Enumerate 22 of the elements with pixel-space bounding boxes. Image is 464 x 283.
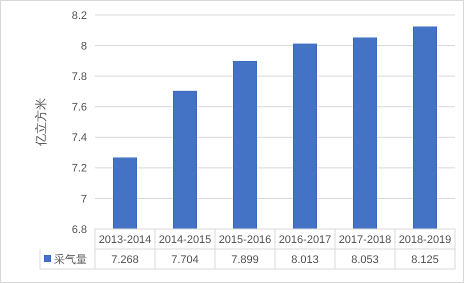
data-label: 8.013 — [291, 254, 319, 266]
y-tick-label: 7 — [80, 193, 87, 206]
y-tick-label: 7.8 — [72, 70, 87, 83]
y-tick-label: 7.6 — [72, 102, 87, 114]
x-tick-label: 2014-2015 — [158, 234, 212, 246]
data-label: 7.704 — [171, 254, 199, 266]
y-tick-label: 7.4 — [72, 132, 87, 144]
data-label: 8.125 — [411, 254, 439, 266]
y-tick-label: 8 — [80, 40, 87, 52]
data-label: 7.899 — [231, 254, 259, 266]
y-tick-label: 8.2 — [72, 10, 87, 22]
legend-label: 采气量 — [54, 252, 87, 266]
x-tick-label: 2018-2019 — [398, 234, 452, 246]
x-tick-label: 2017-2018 — [338, 234, 392, 246]
x-tick-label: 2016-2017 — [278, 234, 332, 246]
x-tick-label: 2013-2014 — [98, 234, 152, 246]
data-label: 8.053 — [351, 254, 379, 266]
y-tick-label: 7.2 — [72, 162, 87, 175]
x-tick-label: 2015-2016 — [218, 234, 272, 246]
data-label: 7.268 — [111, 254, 139, 266]
y-tick-label: 6.8 — [72, 224, 87, 236]
y-axis-title: 亿立方米 — [34, 98, 48, 147]
